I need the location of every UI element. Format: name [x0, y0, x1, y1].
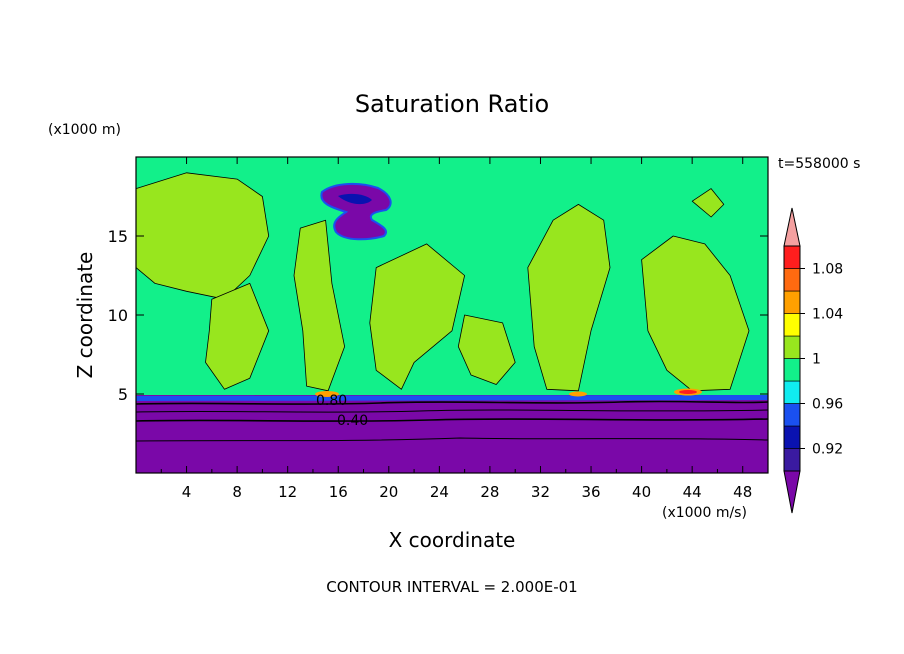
lower-dry-layer-edge — [136, 395, 768, 401]
colorbar-swatch — [783, 313, 801, 337]
x-axis-label: X coordinate — [389, 528, 516, 552]
colorbar-swatch — [783, 448, 801, 472]
x-tick-label: 8 — [232, 483, 242, 501]
x-tick-label: 48 — [733, 483, 752, 501]
x-tick-label: 12 — [278, 483, 297, 501]
colorbar-swatch — [783, 335, 801, 359]
contour-line-060 — [135, 409, 769, 413]
colorbar-swatch — [783, 245, 801, 269]
y-tick-label: 10 — [108, 306, 128, 325]
y-tick-label: 15 — [108, 227, 128, 246]
upper-dry-patch-core — [338, 193, 372, 205]
supersat-spot-35 — [569, 391, 587, 397]
chart-title: Saturation Ratio — [355, 90, 549, 118]
colorbar-swatch — [783, 403, 801, 427]
y-axis-label: Z coordinate — [73, 252, 97, 379]
colorbar-swatch — [783, 268, 801, 292]
upper-dry-patch — [320, 182, 392, 241]
x-axis: 4 8 12 16 20 24 28 32 36 40 44 48 — [160, 157, 752, 501]
supersat-patch — [205, 283, 270, 390]
supersat-patch — [369, 243, 465, 390]
x-tick-label: 36 — [581, 483, 600, 501]
supersat-patch — [527, 204, 611, 392]
supersat-patch — [293, 219, 345, 392]
colorbar-tick-label: 1.08 — [812, 262, 843, 278]
colorbar-swatch — [783, 425, 801, 449]
contour-interval-footer: CONTOUR INTERVAL = 2.000E-01 — [326, 578, 577, 596]
x-tick-label: 40 — [632, 483, 651, 501]
lower-dry-layer-fill — [136, 395, 768, 473]
time-label: t=558000 s — [778, 156, 860, 172]
upper-dry-patch-shape — [320, 182, 392, 241]
x-tick-label: 44 — [683, 483, 702, 501]
supersat-patches — [135, 172, 750, 392]
colorbar-tick-label: 1.04 — [812, 307, 843, 323]
lower-dry-layer — [135, 388, 769, 473]
colorbar-arrow-high — [783, 207, 801, 247]
supersat-patch — [641, 235, 750, 392]
y-tick-label: 5 — [118, 385, 128, 404]
supersat-patch — [135, 172, 270, 300]
x-tick-label: 16 — [329, 483, 348, 501]
contour-line-040 — [135, 418, 769, 422]
supersat-spot-16 — [315, 391, 339, 397]
colorbar: 0.92 0.96 1 1.04 1.08 — [783, 207, 843, 514]
x-tick-label: 4 — [182, 483, 192, 501]
colorbar-tick-label: 1 — [812, 352, 821, 368]
x-tick-label: 28 — [480, 483, 499, 501]
colorbar-tick-label: 0.96 — [812, 397, 843, 413]
contour-label-080: 0.80 — [316, 393, 347, 409]
colorbar-swatch — [783, 290, 801, 314]
x-units-label: (x1000 m/s) — [662, 505, 747, 521]
supersat-spot-44-core — [679, 390, 697, 394]
contour-line-020 — [135, 437, 769, 442]
x-tick-label: 24 — [430, 483, 449, 501]
colorbar-swatch — [783, 358, 801, 382]
supersat-patch — [691, 188, 725, 218]
y-axis: 5 10 15 — [108, 227, 768, 404]
x-tick-label: 32 — [531, 483, 550, 501]
colorbar-arrow-low — [783, 470, 801, 514]
colorbar-swatch — [783, 380, 801, 404]
x-tick-label: 20 — [379, 483, 398, 501]
contour-line-080 — [135, 400, 769, 405]
supersat-patch — [457, 314, 516, 385]
contour-label-040: 0.40 — [337, 413, 368, 429]
y-units-label: (x1000 m) — [48, 122, 121, 138]
colorbar-tick-label: 0.92 — [812, 442, 843, 458]
